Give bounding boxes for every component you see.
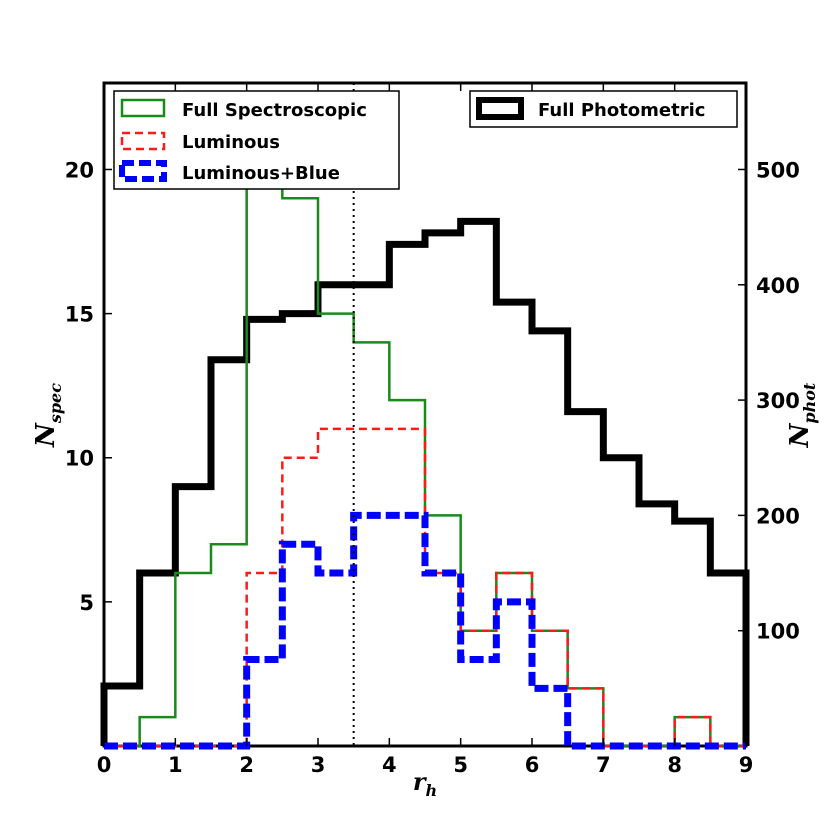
y-right-tick-label: 200 (756, 504, 800, 528)
x-tick-label: 0 (97, 753, 112, 777)
y-left-tick-label: 5 (79, 591, 94, 615)
x-tick-label: 3 (311, 753, 326, 777)
legend-left: Full Spectroscopic Luminous Luminous+Blu… (113, 90, 400, 190)
y-right-axis-title: Nphot (785, 382, 819, 448)
ticks-layer: 0 1 2 3 4 5 6 7 8 9 5 10 15 20 100 200 300 400 500 (65, 83, 800, 777)
legend-label-luminous-blue: Luminous+Blue (182, 163, 340, 184)
y-right-tick-label: 300 (756, 389, 800, 413)
series-luminous-blue (104, 511, 746, 750)
y-right-tick-label: 400 (756, 274, 800, 298)
y-left-axis-title: Nspec (31, 383, 65, 448)
legend-swatch-full-photometric (476, 97, 524, 120)
y-left-tick-label: 10 (65, 447, 94, 471)
x-tick-label: 7 (596, 753, 611, 777)
legend-swatch-full-spectroscopic (120, 98, 166, 118)
legend-label-luminous: Luminous (182, 132, 280, 153)
x-tick-label: 1 (168, 753, 183, 777)
y-right-tick-label: 100 (756, 620, 800, 644)
y-left-tick-label: 15 (65, 303, 94, 327)
x-tick-label: 5 (453, 753, 468, 777)
x-axis-title: rh (413, 767, 437, 800)
legend-label-full-spectroscopic: Full Spectroscopic (182, 100, 367, 121)
legend-right: Full Photometric (469, 90, 738, 128)
legend-swatch-luminous (120, 131, 166, 151)
y-right-tick-label: 500 (756, 158, 800, 182)
x-tick-label: 9 (739, 753, 754, 777)
x-tick-label: 4 (382, 753, 397, 777)
series-full-photometric (100, 217, 750, 746)
plot-frame (102, 81, 748, 748)
legend-swatch-luminous-blue (119, 160, 167, 182)
x-tick-label: 2 (239, 753, 254, 777)
x-tick-label: 6 (525, 753, 540, 777)
y-left-tick-label: 20 (65, 158, 94, 182)
legend-label-full-photometric: Full Photometric (538, 100, 705, 121)
series-layer (100, 110, 750, 750)
x-tick-label: 8 (667, 753, 682, 777)
